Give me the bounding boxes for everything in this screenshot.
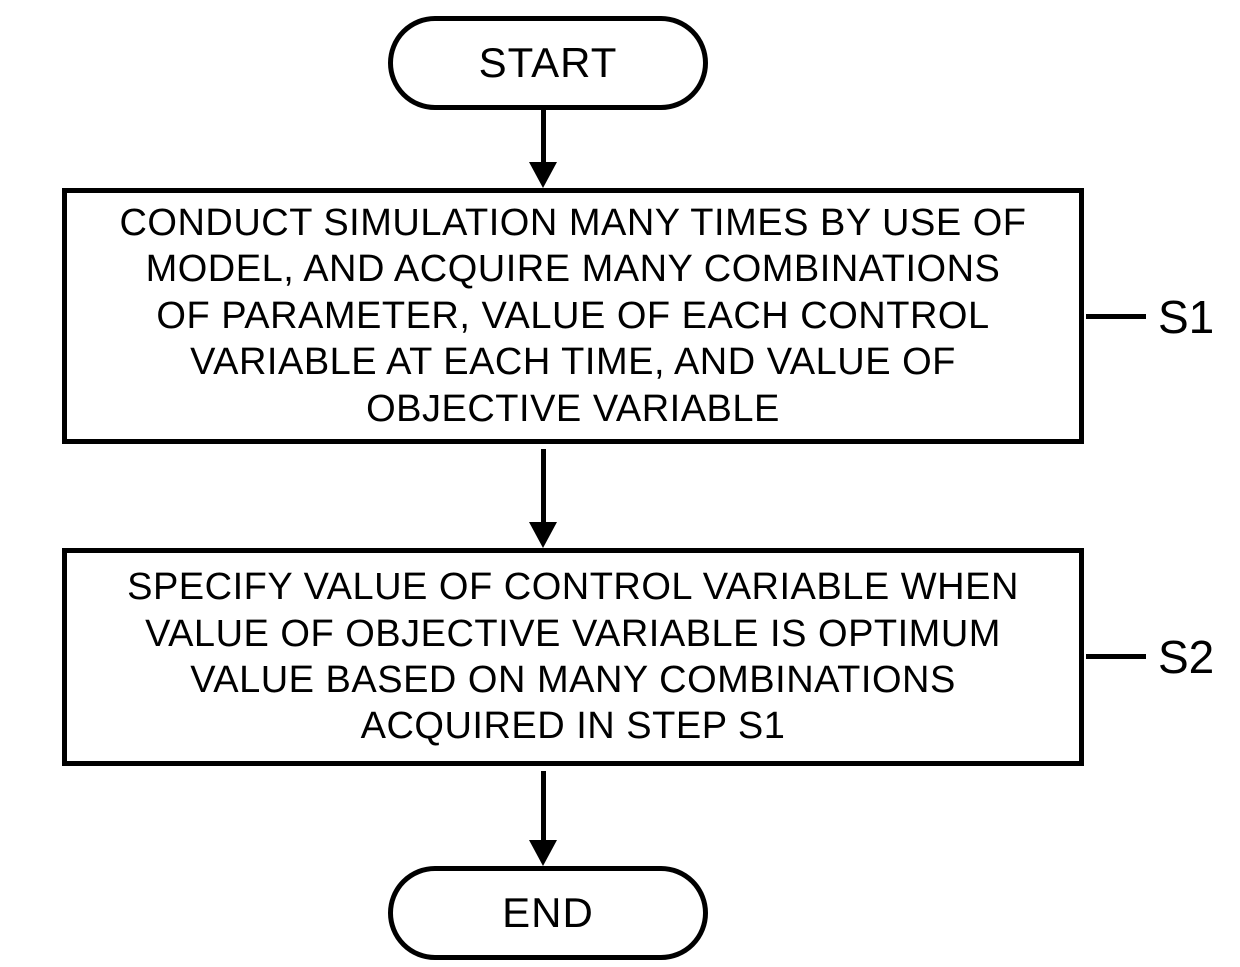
process-s2: SPECIFY VALUE OF CONTROL VARIABLE WHEN V… (62, 548, 1084, 766)
process-s2-text: SPECIFY VALUE OF CONTROL VARIABLE WHEN V… (127, 564, 1019, 749)
edge-s1-s2 (541, 449, 546, 525)
label-tick-s1 (1086, 314, 1146, 319)
label-tick-s2 (1086, 654, 1146, 659)
flowchart-canvas: START CONDUCT SIMULATION MANY TIMES BY U… (0, 0, 1240, 967)
edge-s2-end (541, 771, 546, 843)
label-s1: S1 (1158, 290, 1214, 344)
end-label: END (502, 889, 594, 937)
process-s1-text: CONDUCT SIMULATION MANY TIMES BY USE OF … (119, 200, 1026, 432)
process-s1: CONDUCT SIMULATION MANY TIMES BY USE OF … (62, 188, 1084, 444)
start-label: START (479, 39, 618, 87)
edge-start-s1-head (529, 162, 557, 188)
end-node: END (388, 866, 708, 960)
label-s2: S2 (1158, 630, 1214, 684)
edge-s1-s2-head (529, 522, 557, 548)
edge-start-s1 (541, 105, 546, 165)
start-node: START (388, 16, 708, 110)
edge-s2-end-head (529, 840, 557, 866)
